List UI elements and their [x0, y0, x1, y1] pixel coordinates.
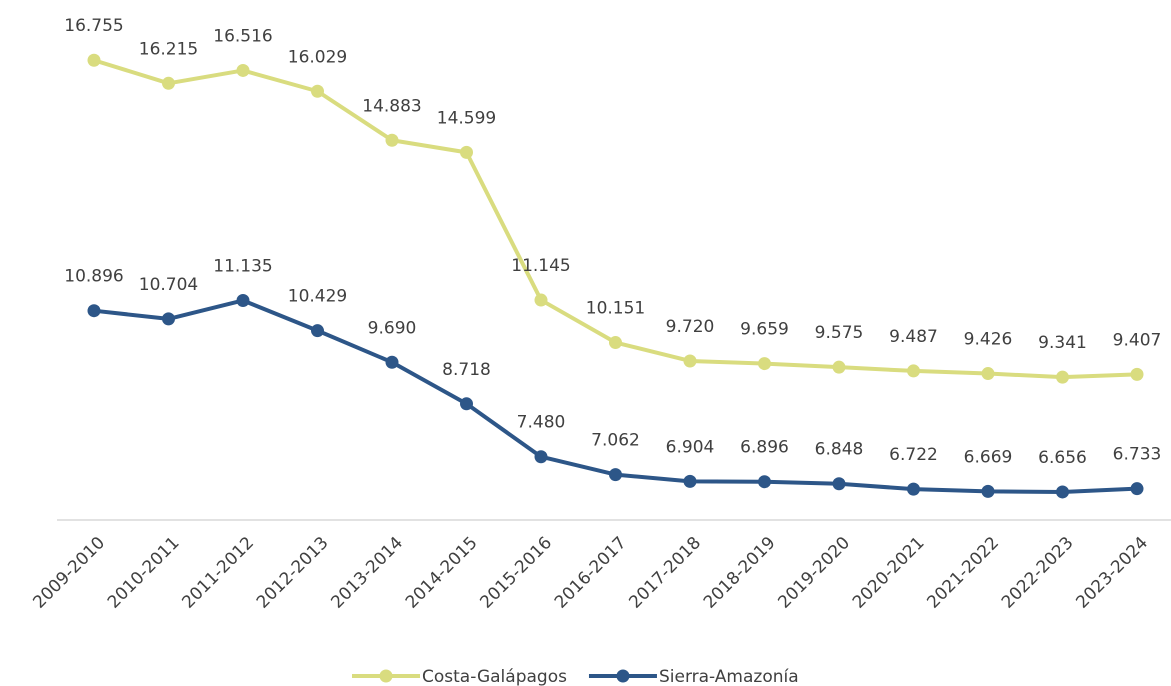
data-label: 9.720 [666, 317, 715, 337]
data-label: 9.690 [368, 318, 417, 338]
marker [162, 312, 175, 326]
marker [609, 468, 622, 482]
data-label: 16.029 [288, 47, 347, 67]
x-tick-label: 2020-2021 [849, 533, 929, 613]
x-tick-label: 2010-2011 [104, 533, 184, 613]
marker [311, 84, 324, 98]
data-label: 6.848 [815, 440, 864, 460]
data-label: 7.062 [591, 431, 640, 451]
marker [981, 484, 995, 498]
marker [460, 145, 473, 159]
x-tick-label: 2016-2017 [551, 533, 631, 613]
data-label: 11.135 [213, 256, 272, 276]
x-tick-label: 2023-2024 [1072, 533, 1152, 613]
marker [907, 482, 920, 496]
data-label: 16.215 [139, 39, 198, 59]
marker [87, 53, 101, 67]
x-tick-label: 2009-2010 [29, 533, 109, 613]
marker [683, 354, 697, 368]
marker [385, 133, 399, 147]
legend-label: Costa-Galápagos [422, 667, 567, 686]
x-tick-label: 2013-2014 [327, 533, 407, 613]
marker [311, 324, 324, 338]
data-label: 9.426 [964, 330, 1013, 350]
marker [1130, 482, 1144, 496]
x-tick-label: 2012-2013 [253, 533, 333, 613]
marker [832, 477, 846, 491]
data-label: 11.145 [511, 256, 570, 276]
x-tick-label: 2019-2020 [774, 533, 854, 613]
data-label: 10.151 [586, 299, 645, 319]
marker [534, 450, 548, 464]
marker [683, 474, 697, 488]
data-label: 14.599 [437, 108, 496, 128]
data-label: 6.733 [1113, 445, 1162, 465]
marker [162, 76, 175, 90]
data-label: 6.722 [889, 445, 938, 465]
data-label: 7.480 [517, 413, 566, 433]
marker [758, 475, 771, 489]
x-tick-label: 2014-2015 [402, 533, 482, 613]
marker [832, 360, 846, 374]
data-label: 9.575 [815, 323, 864, 343]
data-label: 10.704 [139, 275, 198, 295]
marker [1056, 370, 1069, 384]
data-label: 8.718 [442, 360, 491, 380]
marker [981, 367, 995, 381]
data-label: 6.896 [740, 438, 789, 458]
marker [236, 63, 250, 77]
marker [534, 293, 548, 307]
legend-marker [379, 669, 393, 683]
marker [87, 304, 101, 318]
marker [460, 397, 473, 411]
data-label: 16.755 [64, 16, 123, 36]
data-label: 6.669 [964, 447, 1013, 467]
marker [609, 336, 622, 350]
data-label: 9.487 [889, 327, 938, 347]
marker [1130, 367, 1144, 381]
data-label: 10.896 [64, 267, 123, 287]
data-label: 9.407 [1113, 330, 1162, 350]
x-tick-label: 2015-2016 [476, 533, 556, 613]
data-label: 9.341 [1038, 333, 1087, 353]
legend-marker [616, 669, 630, 683]
marker [236, 293, 250, 307]
x-tick-label: 2021-2022 [923, 533, 1003, 613]
data-label: 6.904 [666, 437, 715, 457]
data-label: 9.659 [740, 320, 789, 340]
marker [1056, 485, 1069, 499]
x-tick-label: 2022-2023 [998, 533, 1078, 613]
data-label: 14.883 [362, 96, 421, 116]
marker [385, 355, 399, 369]
x-tick-label: 2017-2018 [625, 533, 705, 613]
legend-label: Sierra-Amazonía [659, 667, 799, 686]
x-tick-label: 2018-2019 [700, 533, 780, 613]
data-label: 6.656 [1038, 448, 1087, 468]
marker [758, 357, 771, 371]
data-label: 10.429 [288, 287, 347, 307]
x-tick-label: 2011-2012 [178, 533, 258, 613]
marker [907, 364, 920, 378]
data-label: 16.516 [213, 26, 272, 46]
